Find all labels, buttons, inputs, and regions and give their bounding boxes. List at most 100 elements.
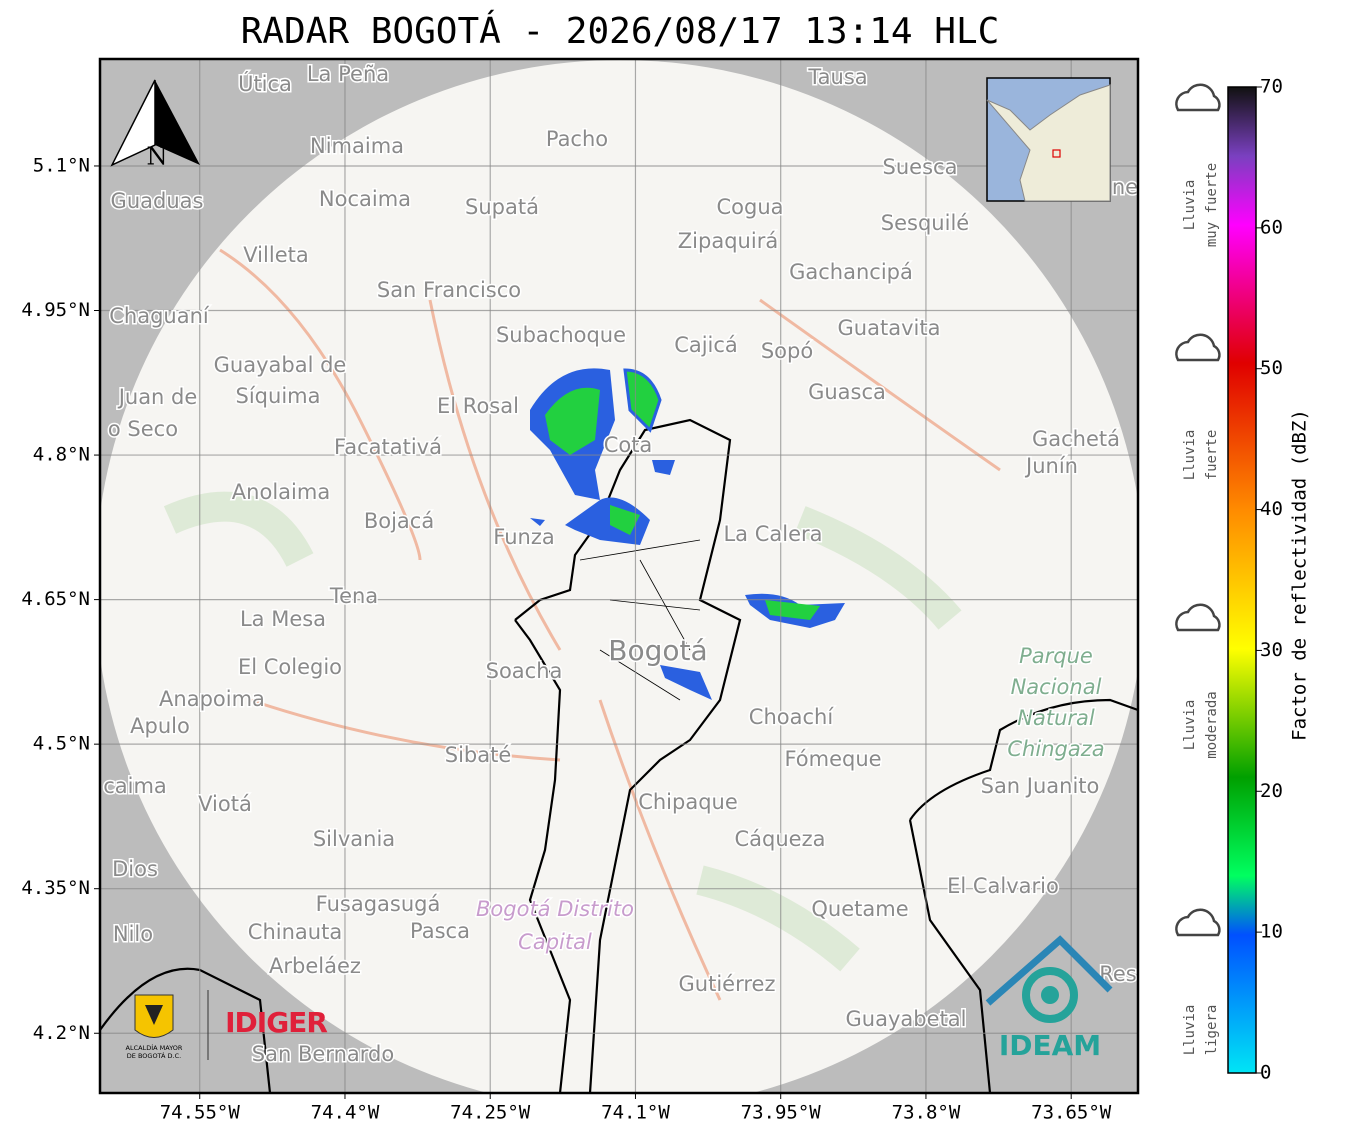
place-label: Guaduas [111, 189, 204, 213]
radar-range [100, 60, 1138, 1093]
place-label: San Francisco [377, 278, 521, 302]
park-label: Parque [1019, 644, 1093, 668]
x-tick-label: 73.65°W [1031, 1102, 1112, 1124]
y-tick-label: 4.2°N [33, 1022, 90, 1044]
place-label: El Rosal [437, 394, 519, 418]
rain-icon [1175, 83, 1221, 112]
colorbar-tick-label: 70 [1260, 76, 1283, 98]
place-label: El Calvario [947, 874, 1059, 898]
place-label: Viotá [198, 792, 252, 816]
place-label: Gachancipá [789, 260, 913, 284]
place-label: Apulo [130, 714, 190, 738]
radar-echoes [530, 368, 845, 700]
localities [579, 539, 701, 701]
place-label: Tausa [807, 65, 867, 89]
place-label: La Peña [307, 62, 389, 86]
place-label: Anolaima [232, 480, 330, 504]
place-label: Juan de [117, 385, 198, 409]
y-tick-label: 4.95°N [21, 299, 90, 321]
north-label: N [147, 143, 168, 171]
boundaries [100, 418, 1138, 1093]
place-label: Cota [604, 433, 653, 457]
y-tick-label: 5.1°N [33, 154, 90, 176]
place-label: Cáqueza [735, 827, 826, 851]
rain-icon [1175, 603, 1221, 632]
y-tick-label: 4.35°N [21, 877, 90, 899]
rain-label: Lluvia [1182, 700, 1198, 751]
district-label: Capital [518, 930, 592, 954]
colorbar-tick-label: 20 [1260, 780, 1283, 802]
place-label: Choachí [749, 705, 835, 729]
ideam-logo: IDEAM [985, 935, 1113, 1062]
district-label: Bogotá Distrito [476, 897, 634, 921]
colorbar-tick-label: 10 [1260, 921, 1283, 943]
place-label: La Mesa [240, 607, 326, 631]
place-label: El Colegio [238, 655, 342, 679]
place-label: San Bernardo [252, 1042, 394, 1066]
alcaldia-logo: ALCALDÍA MAYOR DE BOGOTÁ D.C. IDIGER [126, 990, 328, 1060]
place-label: San Juanito [981, 774, 1100, 798]
place-label: Dios [112, 857, 158, 881]
place-label: Gachetá [1032, 427, 1120, 451]
place-label: Nocaima [319, 187, 411, 211]
title: RADAR BOGOTÁ - 2026/08/17 13:14 HLC [241, 10, 1000, 52]
ideam-label: IDEAM [999, 1029, 1101, 1062]
vegetation [163, 491, 962, 972]
place-label: Gutiérrez [679, 972, 776, 996]
rain-label: Lluvia [1182, 430, 1198, 481]
place-label: Guatavita [838, 316, 941, 340]
rain-label: muy fuerte [1204, 163, 1220, 247]
park-label: Natural [1017, 706, 1095, 730]
idiger-logo: IDIGER [225, 1006, 327, 1039]
rain-label: fuerte [1204, 430, 1220, 481]
rain-label: ligera [1204, 1005, 1220, 1056]
x-tick-label: 73.8°W [892, 1102, 961, 1124]
place-label: Facatativá [334, 435, 442, 459]
x-tick-label: 74.25°W [450, 1102, 531, 1124]
place-label: Chaguaní [109, 304, 210, 328]
place-label: Anapoima [159, 687, 265, 711]
inset-map [986, 77, 1111, 202]
colorbar-tick-label: 0 [1260, 1062, 1271, 1084]
place-label: Bojacá [364, 509, 434, 533]
place-label: Fómeque [784, 747, 881, 771]
place-label: Pasca [410, 919, 470, 943]
place-label: Pacho [546, 127, 608, 151]
colorbar-tick-label: 50 [1260, 357, 1283, 379]
place-label: Nilo [113, 922, 153, 946]
park-label: Chingaza [1007, 737, 1104, 761]
rain-label: moderada [1204, 691, 1220, 758]
x-tick-label: 74.4°W [311, 1102, 380, 1124]
place-label: Supatá [465, 195, 539, 219]
x-tick-label: 74.55°W [160, 1102, 241, 1124]
place-label: Síquima [236, 384, 321, 408]
place-label: Arbeláez [269, 954, 361, 978]
place-label: Cajicá [674, 333, 738, 357]
place-label: Suesca [883, 155, 958, 179]
roads [219, 248, 1001, 1001]
place-label: Silvania [313, 827, 395, 851]
place-label: Subachoque [496, 323, 626, 347]
map-frame [98, 57, 1140, 1095]
place-label: Chinauta [248, 920, 342, 944]
colorbar-label: Factor de reflectividad (dBZ) [1289, 409, 1311, 741]
place-label: Bogotá [608, 634, 707, 667]
place-label: ne [1112, 175, 1138, 199]
y-tick-label: 4.5°N [33, 733, 90, 755]
alcaldia-label: ALCALDÍA MAYOR [126, 1043, 183, 1052]
colorbar [1227, 86, 1257, 1074]
x-tick-label: 73.95°W [741, 1102, 822, 1124]
place-label: Junín [1024, 454, 1078, 478]
place-label: Guayabal de [214, 353, 347, 377]
place-label: caima [103, 774, 167, 798]
place-label: Sopó [761, 339, 813, 363]
place-label: Nimaima [310, 134, 404, 158]
x-tick-label: 74.1°W [601, 1102, 670, 1124]
y-tick-label: 4.8°N [33, 444, 90, 466]
place-label: Soacha [486, 659, 563, 683]
place-label: Sibaté [445, 743, 512, 767]
rain-icon [1175, 333, 1221, 362]
place-label: o Seco [108, 417, 178, 441]
colorbar-tick-label: 30 [1260, 639, 1283, 661]
